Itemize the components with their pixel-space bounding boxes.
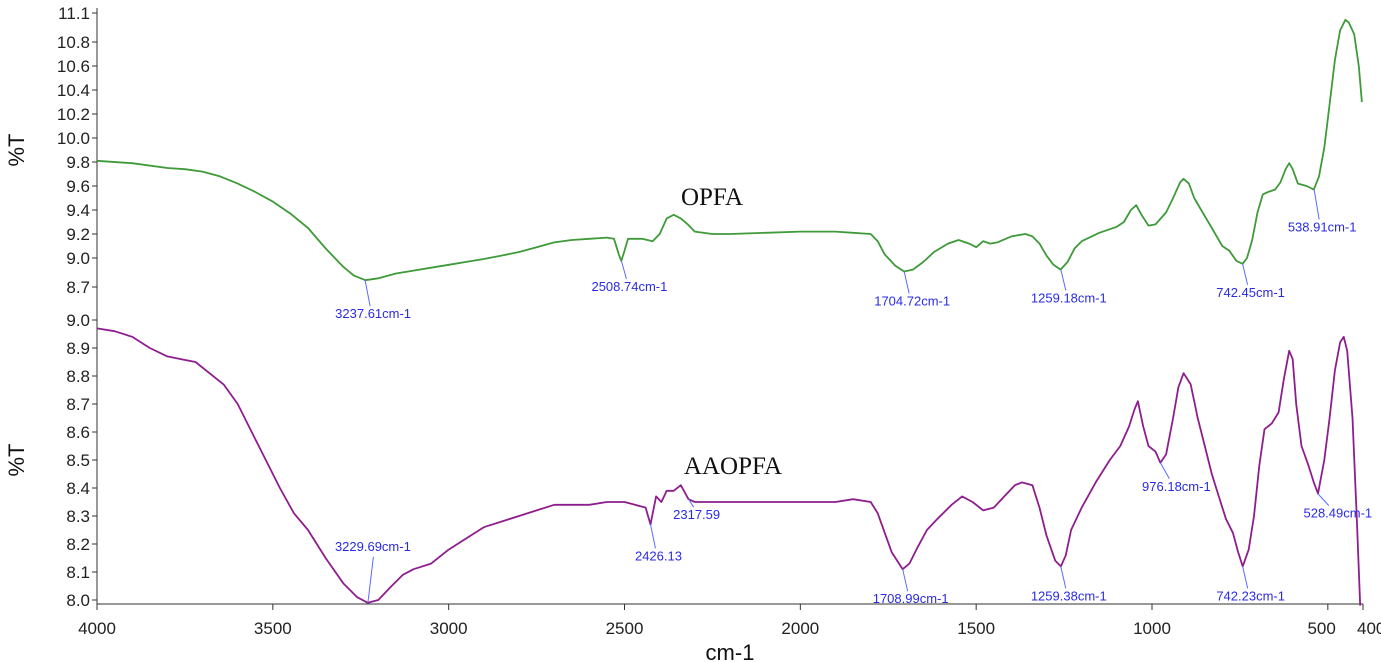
peak-leader — [620, 260, 627, 280]
peak-label: 1708.99cm-1 — [873, 591, 949, 606]
x-tick-label: 4000 — [78, 619, 116, 638]
y-tick-label: 8.0 — [66, 591, 90, 610]
y-tick-label: 11.1 — [58, 4, 90, 23]
panel-opfa: 8.7 9.0 9.2 9.4 9.6 9.8 10.0 10.2 10.4 10.6 10.8 11… — [4, 4, 1363, 321]
peak-label: 2508.74cm-1 — [591, 279, 667, 294]
peak-leader — [688, 498, 695, 508]
x-tick-label: 2000 — [781, 619, 819, 638]
peak-leader — [1060, 566, 1067, 589]
y-tick-label: 9.0 — [66, 249, 90, 268]
peak-label: 2426.13 — [635, 548, 682, 563]
y-tick-label: 10.2 — [57, 105, 90, 124]
series-title-opfa: OPFA — [681, 184, 743, 211]
panel-aaopfa: 8.0 8.1 8.2 8.3 8.4 8.5 8.6 8.7 8.8 8.9 9.0 %T AAOPF… — [4, 311, 1372, 610]
peak-label: 538.91cm-1 — [1288, 220, 1357, 235]
peak-leader — [1242, 263, 1249, 285]
y-tick-label: 8.4 — [66, 479, 90, 498]
x-tick-label: 400 — [1357, 619, 1381, 638]
peak-leader — [1060, 269, 1067, 291]
series-line-aaopfa — [96, 327, 1362, 606]
peak-label: 2317.59 — [673, 507, 720, 522]
peak-leader — [1313, 189, 1320, 220]
y-axis-title: %T — [4, 444, 29, 477]
y-axis-title: %T — [4, 134, 29, 167]
peak-leader — [1159, 462, 1170, 480]
peak-leader — [1242, 566, 1249, 589]
x-tick-label: 3500 — [254, 619, 292, 638]
y-tick-label: 8.6 — [66, 423, 90, 442]
y-tick-label: 9.2 — [66, 225, 90, 244]
y-tick-label: 8.2 — [66, 535, 90, 554]
peak-leader — [649, 524, 656, 549]
x-tick-label: 500 — [1307, 619, 1335, 638]
y-tick-label: 8.9 — [66, 339, 90, 358]
peak-leader — [364, 280, 371, 307]
peak-label: 528.49cm-1 — [1303, 506, 1372, 521]
x-tick-label: 1500 — [957, 619, 995, 638]
y-tick-label: 8.8 — [66, 367, 90, 386]
peak-label: 3237.61cm-1 — [335, 306, 411, 321]
y-tick-label: 10.6 — [57, 57, 90, 76]
y-tick-label: 9.4 — [66, 201, 90, 220]
peak-label: 1259.18cm-1 — [1031, 291, 1107, 306]
x-tick-label: 2500 — [606, 619, 644, 638]
series-title-aaopfa: AAOPFA — [684, 453, 782, 480]
y-tick-label: 10.8 — [57, 33, 90, 52]
y-tick-label: 9.8 — [66, 153, 90, 172]
peak-label: 1259.38cm-1 — [1031, 588, 1107, 603]
peak-leader — [903, 271, 910, 294]
y-tick-label: 9.6 — [66, 177, 90, 196]
y-tick-label: 10.0 — [57, 129, 90, 148]
x-tick-label: 1000 — [1133, 619, 1171, 638]
peak-label: 3229.69cm-1 — [335, 539, 411, 554]
peak-label: 742.45cm-1 — [1216, 285, 1285, 300]
peak-leader — [902, 569, 909, 592]
x-axis-title: cm-1 — [706, 640, 755, 662]
y-tick-label: 8.5 — [66, 451, 90, 470]
y-tick-label: 9.0 — [66, 311, 90, 330]
y-tick-label: 8.7 — [66, 395, 90, 414]
peak-label: 976.18cm-1 — [1142, 479, 1211, 494]
y-tick-label: 8.1 — [66, 563, 90, 582]
peak-label: 742.23cm-1 — [1216, 588, 1285, 603]
y-tick-label: 10.4 — [57, 81, 90, 100]
x-tick-label: 3000 — [430, 619, 468, 638]
y-tick-label: 8.7 — [66, 278, 90, 297]
peak-leader — [367, 556, 374, 603]
series-line-opfa — [96, 18, 1363, 282]
y-tick-label: 8.3 — [66, 507, 90, 526]
peak-leader — [1317, 493, 1330, 506]
peak-label: 1704.72cm-1 — [874, 294, 950, 309]
